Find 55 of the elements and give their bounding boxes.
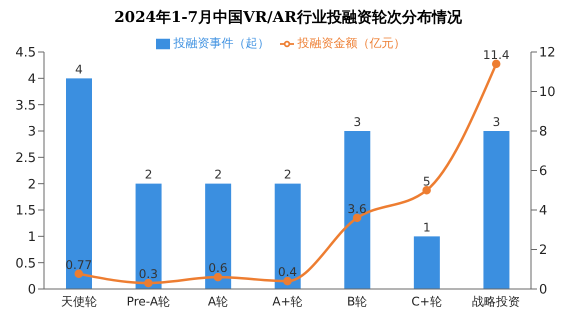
point	[492, 60, 500, 68]
data-label: 2	[284, 168, 292, 182]
data-label: 2	[214, 168, 222, 182]
data-label: 3	[353, 115, 362, 129]
y2-tick-label: 10	[539, 85, 556, 100]
bar	[414, 236, 440, 289]
data-label: 2	[144, 168, 152, 182]
x-tick-label: C+轮	[411, 294, 442, 309]
data-label: 0.3	[138, 267, 158, 282]
y-tick-label: 0	[28, 282, 36, 298]
legend-label: 投融资事件（起）	[174, 36, 270, 50]
y2-tick-label: 0	[539, 282, 548, 298]
bar	[205, 184, 232, 289]
x-tick-label: 天使轮	[60, 294, 97, 309]
data-label: 0.6	[208, 261, 228, 276]
data-label: 0.77	[65, 258, 92, 272]
x-tick-label: B轮	[346, 294, 368, 309]
data-label: 1	[423, 220, 431, 234]
data-label: 3	[492, 115, 500, 129]
legend-label: 投融资金额（亿元）	[298, 36, 406, 50]
bar	[136, 184, 162, 289]
y2-tick-label: 2	[539, 243, 548, 258]
y-tick-label: 4	[28, 72, 36, 87]
chart-title: 2024年1-7月中国VR/AR行业投融资轮次分布情况	[113, 8, 463, 28]
data-label: 5	[422, 174, 430, 188]
data-label: 0.4	[278, 265, 298, 280]
y2-tick-label: 4	[539, 204, 548, 219]
point	[214, 272, 222, 282]
y2-tick-label: 6	[539, 164, 548, 180]
x-tick-label: A+轮	[272, 294, 303, 309]
bar	[483, 131, 510, 289]
x-tick-label: A轮	[208, 294, 228, 309]
y2-tick-label: 12	[539, 46, 556, 61]
x-tick-label: 战略投资	[472, 294, 520, 309]
y-tick-label: 2	[28, 177, 36, 192]
point	[144, 278, 153, 288]
data-label: 11.4	[482, 48, 510, 62]
point	[74, 270, 84, 278]
y-tick-label: 2.5	[15, 150, 36, 166]
point	[283, 276, 292, 286]
bar	[344, 131, 370, 289]
point	[422, 186, 431, 194]
y-tick-label: 3	[28, 124, 36, 140]
bar	[274, 184, 301, 289]
bar	[66, 78, 92, 289]
y-tick-label: 0.5	[15, 256, 36, 272]
y-tick-label: 1.5	[15, 204, 36, 219]
x-tick-label: Pre-A轮	[126, 294, 170, 309]
y-tick-label: 4.5	[15, 46, 36, 61]
y2-tick-label: 8	[539, 124, 548, 140]
data-label: 4	[75, 62, 83, 76]
y-tick-label: 3.5	[15, 98, 36, 114]
data-label: 3.6	[348, 202, 367, 216]
y-tick-label: 1	[28, 230, 36, 245]
point	[352, 214, 362, 222]
